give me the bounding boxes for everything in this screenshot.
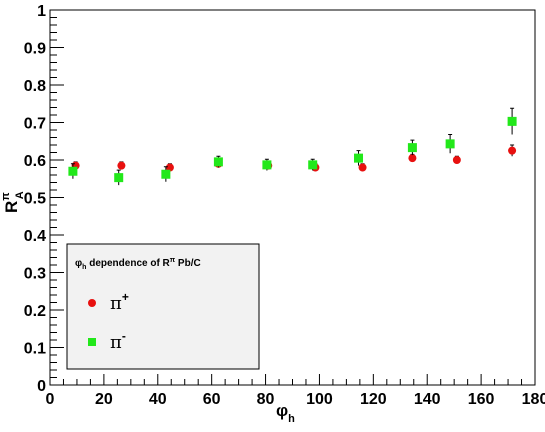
x-tick-label: 60 <box>203 391 221 408</box>
legend-label-pi-minus-name: π <box>110 332 122 353</box>
data-point-square <box>213 157 223 167</box>
legend-title-sub: h <box>82 264 86 271</box>
data-point-circle <box>408 154 417 163</box>
y-axis-title-text: Rπ A <box>0 191 26 213</box>
data-point-square <box>161 169 171 179</box>
x-axis-title: φh <box>276 401 295 425</box>
y-tick-label: 0.3 <box>24 266 46 283</box>
y-axis-title: Rπ A <box>0 191 26 213</box>
legend-label-pi-minus-sup: - <box>122 329 126 343</box>
data-point-circle <box>165 163 174 172</box>
y-tick-label: 1 <box>37 3 46 20</box>
y-tick-label: 0.7 <box>24 116 46 133</box>
legend-box <box>66 243 260 370</box>
y-tick-label: 0.9 <box>24 41 46 58</box>
data-point-circle <box>452 156 461 164</box>
y-axis-title-sub: A <box>14 191 26 199</box>
legend-marker-square <box>88 338 96 346</box>
y-tick-label: 0.6 <box>24 153 46 170</box>
y-axis: 0 0.1 0.2 0.3 0.4 0.5 0.6 0.7 0.8 0.9 1 <box>24 3 64 395</box>
legend-entry-pi-minus: π- <box>88 329 126 353</box>
data-point-square <box>445 139 455 149</box>
data-point-square <box>262 160 272 170</box>
data-point-square <box>308 160 318 170</box>
x-tick-label: 120 <box>360 391 387 408</box>
x-axis-title-sub: h <box>288 413 295 425</box>
y-axis-title-sup: π <box>0 192 12 201</box>
legend-label-pi-minus: π- <box>110 329 126 353</box>
y-tick-label: 0.1 <box>24 341 46 358</box>
legend-entry-pi-plus: π+ <box>88 290 129 314</box>
legend-title-end: Pb/C <box>175 258 201 269</box>
data-point-circle <box>508 146 517 155</box>
series-pi-minus <box>68 107 517 186</box>
legend-label-pi-plus-name: π <box>110 293 122 314</box>
x-tick-label: 80 <box>257 391 275 408</box>
legend-title-text: dependence of R <box>86 258 170 269</box>
y-tick-label: 0.5 <box>24 191 46 208</box>
data-point-square <box>354 153 364 163</box>
data-point-square <box>114 173 124 183</box>
data-series <box>68 107 517 186</box>
x-tick-label: 40 <box>149 391 167 408</box>
x-tick-label: 140 <box>414 391 441 408</box>
legend: φh dependence of Rπ Pb/C π+ π- <box>66 243 260 370</box>
x-tick-label: 180 <box>522 391 545 408</box>
data-point-square <box>68 166 78 176</box>
x-tick-label: 20 <box>95 391 113 408</box>
x-tick-label: 0 <box>46 391 55 408</box>
legend-title: φh dependence of Rπ Pb/C <box>75 257 201 271</box>
legend-label-pi-plus-sup: + <box>122 290 129 304</box>
x-tick-label: 160 <box>468 391 495 408</box>
x-axis-title-main: φ <box>276 401 288 420</box>
x-tick-label: 100 <box>306 391 333 408</box>
legend-label-pi-plus: π+ <box>110 290 129 314</box>
legend-title-phi: φ <box>75 258 82 269</box>
data-point-circle <box>117 161 126 170</box>
data-point-square <box>407 143 417 153</box>
y-tick-label: 0 <box>37 378 46 395</box>
y-axis-title-main: R <box>2 201 21 213</box>
x-axis: 0 20 40 60 80 100 120 140 160 180 <box>46 374 545 408</box>
legend-marker-circle <box>88 299 96 307</box>
legend-title-sup: π <box>170 257 176 264</box>
data-point-square <box>507 116 517 126</box>
y-tick-label: 0.4 <box>24 228 46 245</box>
y-tick-label: 0.2 <box>24 303 46 320</box>
data-point-circle <box>358 163 367 172</box>
y-tick-label: 0.8 <box>24 78 46 95</box>
